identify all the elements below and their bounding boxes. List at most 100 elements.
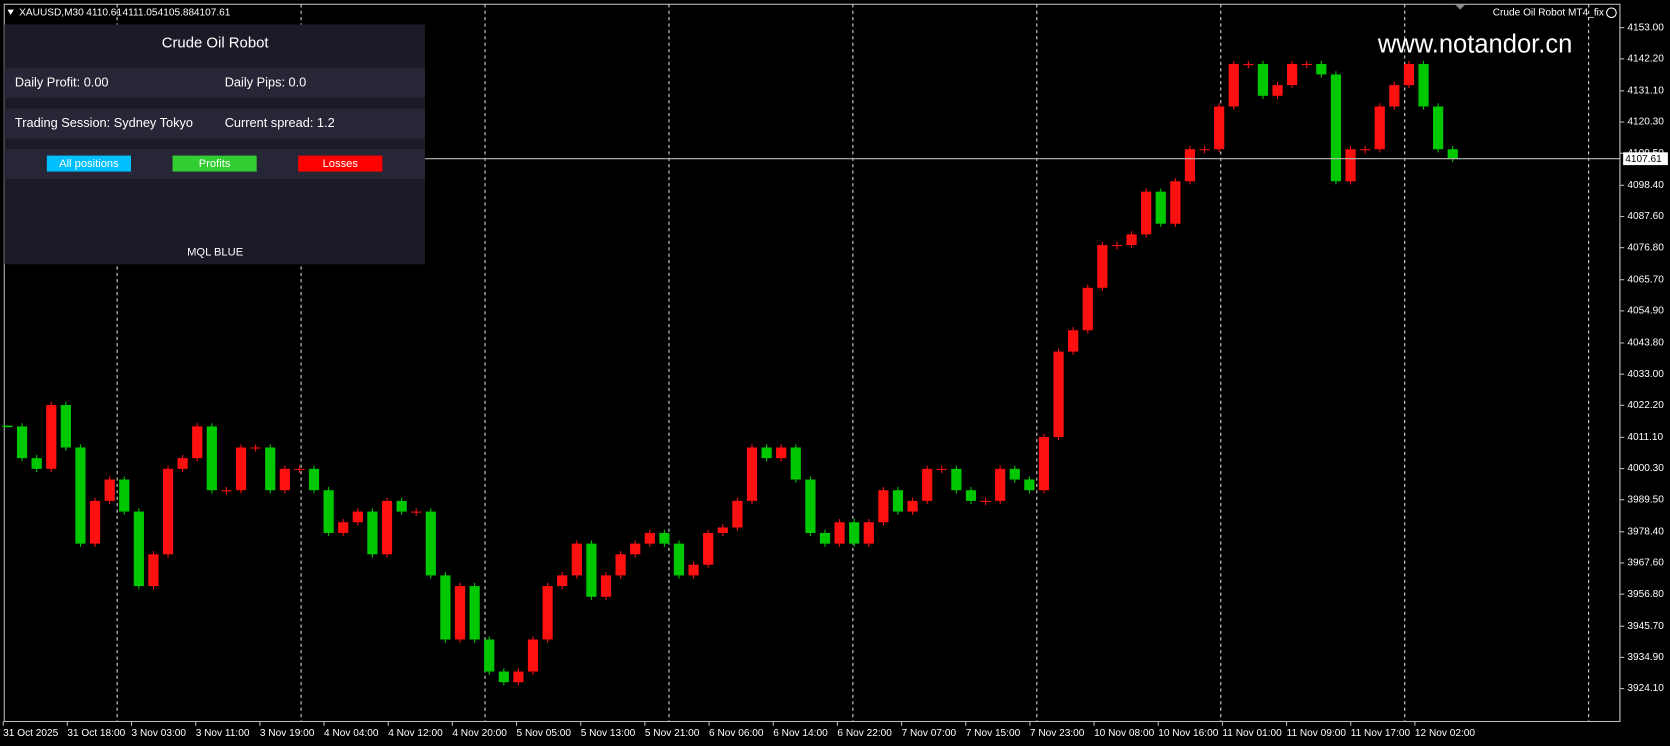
candle-body bbox=[892, 490, 904, 512]
candle-body bbox=[1155, 191, 1166, 224]
candle-body bbox=[995, 468, 1006, 501]
y-tick-label: 3945.70 bbox=[1627, 621, 1664, 632]
candle-body bbox=[1097, 245, 1108, 288]
candle-body bbox=[586, 543, 597, 597]
candle-body bbox=[557, 575, 568, 587]
candle-body bbox=[498, 671, 509, 683]
candle-body bbox=[1257, 64, 1269, 96]
panel-footer: MQL BLUE bbox=[187, 247, 243, 259]
candle-body bbox=[192, 426, 203, 459]
panel-background bbox=[4, 24, 425, 265]
y-tick-label: 3924.10 bbox=[1627, 683, 1664, 694]
candle-body bbox=[761, 447, 772, 459]
candle-body bbox=[46, 405, 57, 469]
y-tick-label: 4131.10 bbox=[1627, 86, 1664, 97]
candle-body bbox=[834, 522, 845, 544]
candle-body bbox=[936, 468, 947, 470]
candle-body bbox=[133, 511, 144, 587]
y-tick-label: 4098.40 bbox=[1627, 180, 1664, 191]
candle-body bbox=[177, 458, 188, 469]
trading-session: Trading Session: Sydney Tokyo bbox=[15, 115, 193, 130]
x-tick-label: 10 Nov 08:00 bbox=[1094, 728, 1154, 739]
watermark: www.notandor.cn bbox=[1377, 31, 1573, 59]
x-tick-label: 5 Nov 13:00 bbox=[581, 728, 636, 739]
x-tick-label: 11 Nov 17:00 bbox=[1351, 728, 1411, 739]
candle-body bbox=[790, 447, 801, 480]
losses-button[interactable] bbox=[298, 155, 383, 172]
profits-button[interactable] bbox=[172, 155, 257, 172]
candle-body bbox=[1272, 85, 1283, 96]
y-tick-label: 4087.60 bbox=[1627, 211, 1664, 222]
candle-body bbox=[1243, 64, 1254, 66]
ohlc-close: 4107.61 bbox=[194, 7, 231, 18]
y-tick-label: 4065.70 bbox=[1627, 274, 1664, 285]
candle-body bbox=[411, 511, 422, 513]
candle-body bbox=[484, 639, 495, 672]
x-tick-label: 7 Nov 15:00 bbox=[966, 728, 1021, 739]
candle-body bbox=[221, 490, 232, 492]
ohlc-open: 4110.61 bbox=[86, 7, 122, 18]
x-tick-label: 5 Nov 21:00 bbox=[645, 728, 700, 739]
x-tick-label: 4 Nov 12:00 bbox=[388, 728, 443, 739]
candle-body bbox=[1126, 234, 1137, 246]
candle-body bbox=[659, 532, 670, 544]
candle-body bbox=[863, 522, 874, 544]
y-tick-label: 3934.90 bbox=[1627, 652, 1664, 663]
daily-pips: Daily Pips: 0.0 bbox=[225, 74, 307, 89]
x-tick-label: 10 Nov 16:00 bbox=[1158, 728, 1218, 739]
candle-body bbox=[1228, 64, 1239, 107]
button-label[interactable]: Profits bbox=[199, 158, 231, 170]
candle-body bbox=[16, 426, 28, 459]
x-tick-label: 4 Nov 04:00 bbox=[324, 728, 379, 739]
candle-body bbox=[1170, 181, 1181, 224]
candle-body bbox=[951, 468, 962, 491]
candle-body bbox=[1301, 64, 1312, 66]
expert-name: Crude Oil Robot MT4_fix bbox=[1493, 7, 1604, 18]
shift-marker bbox=[1454, 4, 1466, 10]
panel-row bbox=[4, 108, 425, 139]
y-tick-label: 4142.20 bbox=[1627, 54, 1664, 65]
button-label[interactable]: All positions bbox=[59, 158, 119, 170]
candle-body bbox=[367, 511, 378, 555]
candle-body bbox=[571, 543, 582, 576]
symbol: XAUUSD,M30 bbox=[19, 7, 84, 18]
current-price-box bbox=[1623, 152, 1668, 166]
candle-body bbox=[1111, 245, 1123, 247]
daily-profit: Daily Profit: 0.00 bbox=[15, 74, 109, 89]
axes: 4153.004142.204131.104120.304109.504098.… bbox=[2, 4, 1668, 739]
candle-body bbox=[600, 575, 612, 597]
button-label[interactable]: Losses bbox=[323, 158, 359, 170]
candle-body bbox=[1389, 85, 1400, 107]
y-tick-label: 3956.80 bbox=[1627, 589, 1664, 600]
candle-body bbox=[746, 447, 758, 501]
candle-body bbox=[980, 500, 991, 502]
candle-body bbox=[31, 458, 42, 469]
current-spread: Current spread: 1.2 bbox=[225, 115, 335, 130]
x-tick-label: 3 Nov 03:00 bbox=[132, 728, 187, 739]
candle-body bbox=[819, 532, 831, 544]
candle-body bbox=[162, 468, 174, 555]
ohlc-low: 4105.88 bbox=[158, 7, 195, 18]
candle-body bbox=[381, 500, 393, 555]
y-tick-label: 4011.10 bbox=[1627, 432, 1663, 443]
all-positions-button[interactable] bbox=[46, 155, 132, 172]
x-tick-label: 12 Nov 02:00 bbox=[1415, 728, 1475, 739]
candle-body bbox=[279, 468, 290, 491]
candle-body bbox=[206, 426, 217, 491]
candle-body bbox=[527, 639, 539, 672]
candle-body bbox=[148, 554, 159, 587]
robot-panel: Crude Oil Robot Daily Profit: 0.00 Daily… bbox=[4, 24, 425, 265]
menu-arrow[interactable] bbox=[7, 9, 14, 15]
x-tick-label: 5 Nov 05:00 bbox=[517, 728, 572, 739]
expert-icon[interactable] bbox=[1606, 7, 1617, 19]
x-tick-label: 6 Nov 22:00 bbox=[837, 728, 892, 739]
candles bbox=[2, 60, 1458, 686]
x-tick-label: 11 Nov 09:00 bbox=[1287, 728, 1347, 739]
candle-body bbox=[1330, 74, 1342, 182]
candle-body bbox=[644, 532, 655, 544]
candle-body bbox=[235, 447, 247, 491]
candle-body bbox=[396, 500, 407, 512]
candle-body bbox=[440, 575, 451, 640]
